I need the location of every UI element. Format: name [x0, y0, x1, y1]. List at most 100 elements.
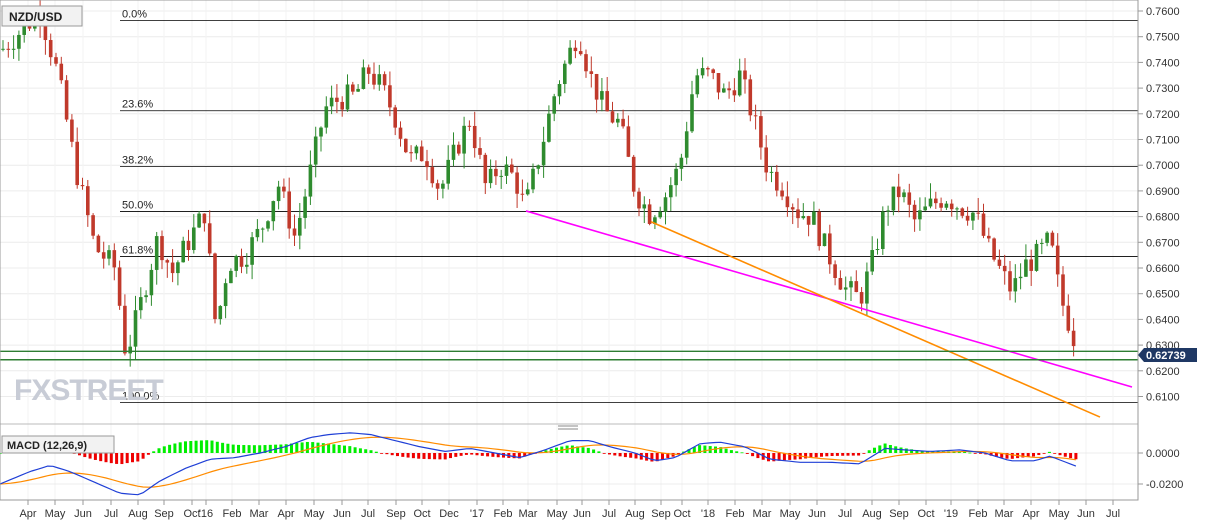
macd-histogram-bar — [231, 444, 235, 453]
macd-histogram-bar — [242, 445, 246, 453]
macd-histogram-bar — [120, 453, 124, 465]
candle-body — [616, 118, 620, 123]
macd-histogram-bar — [602, 453, 606, 454]
macd-histogram-bar — [820, 453, 823, 457]
macd-histogram-bar — [650, 453, 654, 462]
candle-body — [117, 267, 122, 306]
y-tick-label: 0.7100 — [1146, 135, 1180, 147]
candle-body — [1050, 232, 1055, 246]
macd-histogram-bar — [332, 444, 336, 453]
y-tick-label: 0.6700 — [1146, 237, 1180, 249]
candle-body — [504, 164, 509, 176]
macd-histogram-bar — [422, 453, 426, 459]
macd-histogram-bar — [252, 445, 256, 453]
candle-body — [658, 211, 662, 218]
macd-histogram-bar — [343, 445, 346, 453]
macd-histogram-bar — [570, 445, 574, 453]
macd-tick-label: -0.0200 — [1146, 479, 1183, 491]
macd-histogram-bar — [353, 447, 357, 453]
macd-histogram-bar — [152, 451, 156, 453]
macd-histogram-bar — [729, 450, 733, 453]
candle-body — [828, 233, 832, 265]
candle-body — [91, 215, 95, 236]
candle-body — [107, 250, 111, 259]
candle-body — [600, 91, 604, 100]
candle-body — [64, 80, 69, 120]
macd-histogram-bar — [449, 453, 452, 459]
candle-body — [1071, 330, 1076, 347]
macd-histogram-bar — [1005, 453, 1009, 459]
x-tick-label: '18 — [701, 508, 715, 520]
macd-histogram-bar — [692, 446, 696, 453]
macd-histogram-bar — [263, 445, 267, 453]
macd-histogram-bar — [184, 441, 187, 453]
candle-body — [547, 113, 551, 142]
candle-body — [939, 203, 943, 208]
candle-body — [144, 295, 148, 298]
candle-body — [981, 213, 986, 236]
macd-histogram-bar — [581, 447, 585, 453]
candle-body — [213, 253, 217, 320]
candle-body — [319, 127, 323, 137]
macd-histogram-bar — [433, 453, 437, 460]
macd-histogram-bar — [1053, 453, 1057, 454]
y-tick-label: 0.6800 — [1146, 212, 1180, 224]
x-tick-label: May — [304, 508, 325, 520]
candle-body — [149, 269, 154, 296]
candle-body — [313, 136, 318, 165]
candle-body — [796, 209, 800, 219]
time-axis: Apr May Jun Jul Aug Sep Oct'16 Feb Mar Apr May Jun J… — [19, 500, 1120, 520]
candle-body — [780, 190, 784, 197]
macd-histogram-bar — [586, 447, 590, 453]
macd-histogram-bar — [305, 441, 309, 453]
candle-body — [101, 252, 106, 259]
macd-histogram-bar — [926, 451, 929, 453]
candle-body — [154, 236, 159, 270]
macd-histogram-bar — [777, 453, 781, 461]
candle-body — [642, 204, 647, 209]
candle-body — [1018, 276, 1023, 279]
candle-body — [1034, 243, 1039, 271]
macd-histogram-bar — [284, 444, 288, 453]
macd-histogram-bar — [841, 453, 845, 456]
macd-histogram-bar — [1058, 453, 1062, 456]
macd-histogram-bar — [835, 453, 839, 456]
candle-body — [75, 141, 79, 186]
watermark-logo: FXSTREET — [14, 374, 163, 407]
macd-histogram-bar — [645, 453, 649, 461]
y-tick-label: 0.7500 — [1146, 32, 1180, 44]
macd-histogram-bar — [523, 453, 527, 457]
candle-body — [361, 67, 366, 89]
separator-handle[interactable] — [558, 425, 578, 430]
macd-histogram-bar — [247, 445, 251, 453]
candle-body — [1029, 259, 1033, 271]
candle-body — [382, 74, 387, 86]
candle-body — [165, 260, 170, 263]
candle-body — [446, 159, 450, 184]
x-tick-label: Sep — [651, 508, 671, 520]
macd-histogram-bar — [846, 453, 850, 456]
candle-body — [467, 125, 472, 127]
candle-body — [965, 215, 970, 221]
candle-body — [22, 23, 26, 35]
macd-histogram-bar — [613, 453, 617, 456]
macd-histogram-bar — [814, 453, 818, 458]
macd-histogram-bar — [189, 441, 193, 453]
macd-histogram-bar — [910, 449, 914, 453]
candle-body — [292, 228, 297, 236]
candle-body — [748, 79, 753, 116]
candle-body — [515, 172, 519, 194]
plot-border — [0, 0, 1139, 501]
candle-body — [663, 197, 668, 212]
macd-histogram-bar — [740, 452, 744, 454]
candle-body — [838, 277, 843, 290]
macd-histogram-bar — [443, 453, 447, 460]
macd-histogram-bar — [295, 442, 299, 453]
macd-histogram-bar — [592, 449, 596, 453]
macd-histogram-bar — [369, 450, 373, 453]
candle-body — [610, 111, 615, 123]
macd-histogram-bar — [438, 453, 442, 460]
candle-body — [525, 189, 530, 195]
candle-body — [324, 106, 329, 128]
candle-body — [398, 127, 403, 139]
